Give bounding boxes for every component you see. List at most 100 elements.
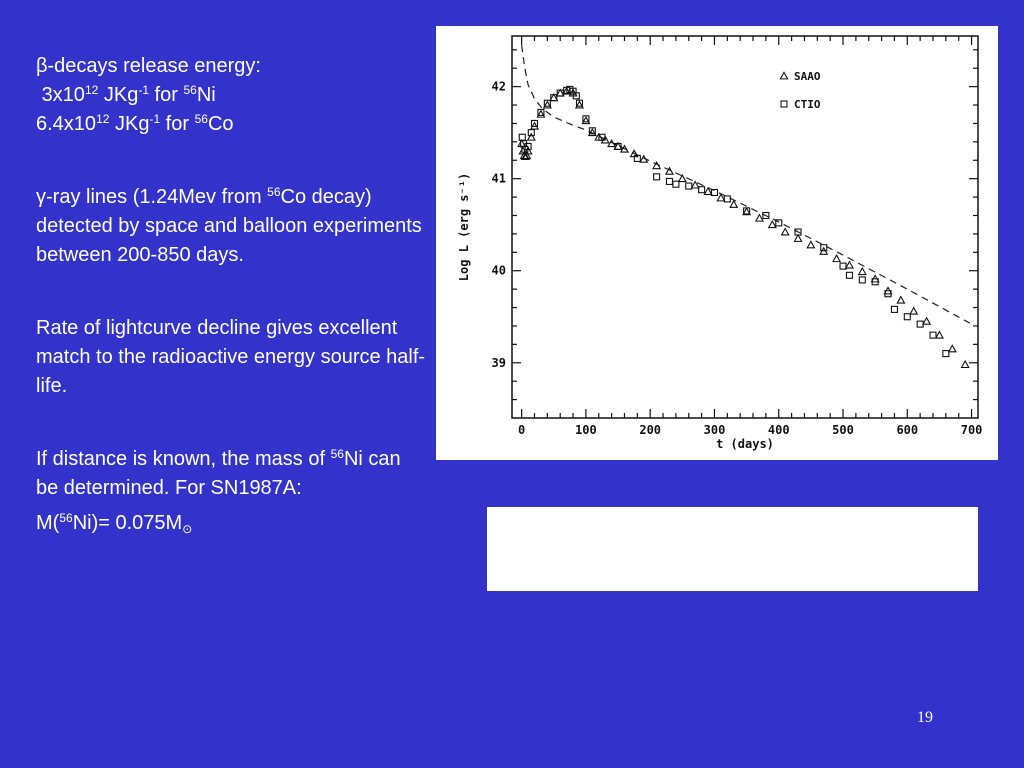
ctio-point [614, 142, 622, 151]
x-tick-label: 700 [961, 423, 983, 437]
saao-point [587, 127, 597, 137]
mass-equation: M(56Ni)= 0.075M⊙ [36, 511, 193, 536]
legend-marker-ctio [780, 100, 788, 108]
ctio-point [588, 127, 596, 135]
saao-point [896, 295, 906, 304]
ctio-point [845, 271, 853, 279]
slide-text: β-decays release energy: 3x1012 JKg-1 fo… [36, 52, 428, 538]
saao-point [780, 227, 790, 236]
x-tick-label: 200 [639, 423, 661, 437]
saao-point [690, 180, 700, 189]
saao-point [607, 138, 617, 148]
saao-point [832, 254, 842, 263]
y-tick-label: 41 [492, 172, 506, 186]
saao-point [767, 219, 777, 229]
ctio-point [572, 92, 580, 100]
solar-symbol: ⊙ [182, 522, 193, 536]
x-tick-label: 400 [768, 423, 790, 437]
ctio-point [884, 290, 892, 298]
beta-symbol: β [36, 55, 48, 77]
legend-marker-saao [779, 71, 789, 80]
ctio-point [633, 154, 641, 162]
ctio-point [582, 115, 590, 123]
saao-point [664, 166, 675, 175]
saao-point [529, 121, 540, 130]
ctio-point [942, 350, 950, 358]
saao-point [703, 186, 713, 195]
x-tick-label: 300 [704, 423, 726, 437]
beta-heading: β-decays release energy: [36, 55, 261, 77]
ctio-point [698, 186, 706, 194]
saao-point [536, 109, 546, 118]
ctio-point [575, 99, 584, 107]
ctio-point [653, 173, 661, 181]
legend-label-saao: SAAO [794, 70, 821, 83]
legend-label-ctio: CTIO [794, 98, 821, 111]
ctio-point [710, 188, 719, 197]
saao-point [522, 150, 532, 160]
saao-point [619, 144, 630, 153]
ctio-point [537, 108, 545, 116]
ctio-point [775, 219, 783, 227]
ctio-point [518, 133, 526, 141]
ctio-point [665, 177, 674, 185]
saao-point [793, 233, 803, 242]
saao-point [716, 193, 726, 202]
x-axis-label: t (days) [716, 437, 774, 451]
ctio-point [685, 182, 693, 190]
saao-point [844, 260, 854, 269]
ctio-point [550, 94, 558, 102]
ctio-point [916, 320, 924, 328]
ctio-point [743, 207, 751, 215]
saao-point [806, 240, 816, 249]
blank-caption-box [487, 507, 978, 591]
ni-energy-line: 3x1012 JKg-1 for 56Ni [41, 83, 216, 106]
ctio-point [672, 180, 680, 188]
saao-point [526, 132, 536, 141]
saao-point [922, 316, 932, 325]
ctio-point [794, 228, 802, 236]
saao-point [729, 199, 739, 208]
ctio-point [524, 142, 532, 151]
ctio-point [871, 278, 879, 286]
ctio-point [820, 244, 828, 252]
ctio-point [929, 331, 937, 339]
saao-point [947, 344, 957, 353]
decline-paragraph: Rate of lightcurve decline gives excelle… [36, 317, 426, 397]
ctio-point [903, 313, 911, 321]
saao-point [677, 173, 687, 183]
ctio-point [762, 211, 770, 220]
gamma-paragraph: γ-ray lines (1.24Mev from 56Co decay) de… [36, 185, 422, 266]
lightcurve-svg: 0 100 200 300 400 500 600 700 39 40 41 42 t (days) Lo… [457, 35, 983, 451]
y-axis-label: Log L (erg s⁻¹) [457, 173, 471, 281]
ctio-point [598, 133, 606, 141]
ctio-point [527, 129, 535, 137]
ctio-point [543, 99, 551, 107]
saao-point [520, 151, 531, 161]
ctio-point [858, 276, 866, 284]
saao-point [652, 161, 662, 170]
saao-point [754, 213, 764, 222]
x-tick-label: 500 [832, 423, 854, 437]
saao-point [934, 330, 944, 339]
y-tick-label: 42 [492, 80, 506, 94]
saao-point [523, 146, 533, 155]
saao-point [574, 100, 585, 109]
gamma-symbol: γ [36, 186, 46, 208]
fit-line [521, 45, 972, 325]
lightcurve-chart: 0 100 200 300 400 500 600 700 39 40 41 42 t (days) Lo… [436, 26, 998, 460]
x-tick-label: 600 [896, 423, 918, 437]
page-number: 19 [917, 709, 933, 726]
saao-point [562, 86, 572, 95]
co-energy-line: 6.4x1012 JKg-1 for 56Co [36, 112, 234, 135]
x-tick-label: 0 [518, 423, 525, 437]
saao-point [639, 154, 649, 163]
x-tick-label: 100 [575, 423, 597, 437]
ctio-point [890, 305, 898, 313]
y-tick-label: 40 [492, 264, 506, 278]
saao-point [960, 359, 970, 369]
ctio-point [530, 119, 539, 127]
saao-point [581, 115, 591, 125]
saao-point [542, 100, 552, 109]
saao-point [600, 135, 610, 144]
